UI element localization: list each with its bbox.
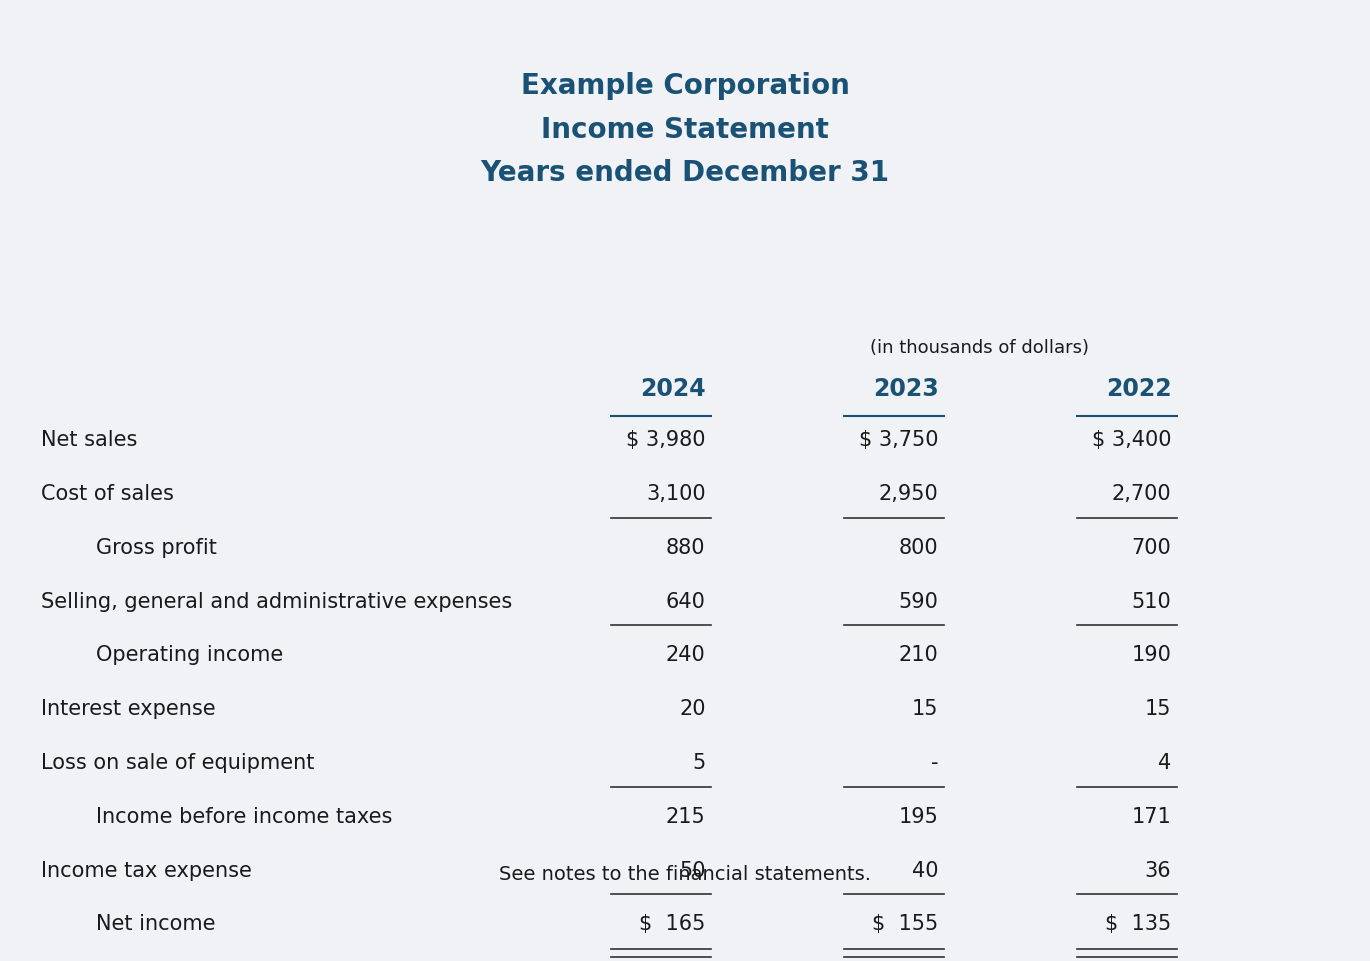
Text: See notes to the financial statements.: See notes to the financial statements. <box>499 865 871 884</box>
Text: 2022: 2022 <box>1106 378 1171 401</box>
Text: (in thousands of dollars): (in thousands of dollars) <box>870 339 1089 357</box>
Text: 15: 15 <box>912 700 938 719</box>
Text: Loss on sale of equipment: Loss on sale of equipment <box>41 753 315 773</box>
Text: Income tax expense: Income tax expense <box>41 861 252 880</box>
Text: 36: 36 <box>1145 861 1171 880</box>
Text: $  155: $ 155 <box>873 915 938 934</box>
Text: 171: 171 <box>1132 807 1171 826</box>
Text: 2024: 2024 <box>640 378 706 401</box>
Text: $ 3,750: $ 3,750 <box>859 431 938 450</box>
Text: 210: 210 <box>899 646 938 665</box>
Text: -: - <box>932 753 938 773</box>
Text: 215: 215 <box>666 807 706 826</box>
Text: Interest expense: Interest expense <box>41 700 215 719</box>
Text: 40: 40 <box>912 861 938 880</box>
Text: 20: 20 <box>680 700 706 719</box>
Text: 195: 195 <box>899 807 938 826</box>
Text: Cost of sales: Cost of sales <box>41 484 174 504</box>
Text: $  135: $ 135 <box>1106 915 1171 934</box>
Text: Example Corporation: Example Corporation <box>521 72 849 101</box>
Text: Selling, general and administrative expenses: Selling, general and administrative expe… <box>41 592 512 611</box>
Text: 3,100: 3,100 <box>645 484 706 504</box>
Text: 700: 700 <box>1132 538 1171 557</box>
Text: 880: 880 <box>666 538 706 557</box>
Text: Net income: Net income <box>96 915 215 934</box>
Text: 50: 50 <box>680 861 706 880</box>
Text: $ 3,400: $ 3,400 <box>1092 431 1171 450</box>
Text: Income Statement: Income Statement <box>541 115 829 144</box>
Text: 510: 510 <box>1132 592 1171 611</box>
Text: $  165: $ 165 <box>640 915 706 934</box>
Text: 240: 240 <box>666 646 706 665</box>
Text: 5: 5 <box>692 753 706 773</box>
Text: Net sales: Net sales <box>41 431 137 450</box>
Text: 4: 4 <box>1158 753 1171 773</box>
Text: 2023: 2023 <box>873 378 938 401</box>
Text: 15: 15 <box>1145 700 1171 719</box>
Text: 590: 590 <box>899 592 938 611</box>
Text: Operating income: Operating income <box>96 646 284 665</box>
Text: $ 3,980: $ 3,980 <box>626 431 706 450</box>
Text: 800: 800 <box>899 538 938 557</box>
Text: Gross profit: Gross profit <box>96 538 216 557</box>
Text: 190: 190 <box>1132 646 1171 665</box>
Text: 640: 640 <box>666 592 706 611</box>
Text: Income before income taxes: Income before income taxes <box>96 807 392 826</box>
Text: 2,950: 2,950 <box>878 484 938 504</box>
Text: Years ended December 31: Years ended December 31 <box>481 159 889 187</box>
Text: 2,700: 2,700 <box>1111 484 1171 504</box>
